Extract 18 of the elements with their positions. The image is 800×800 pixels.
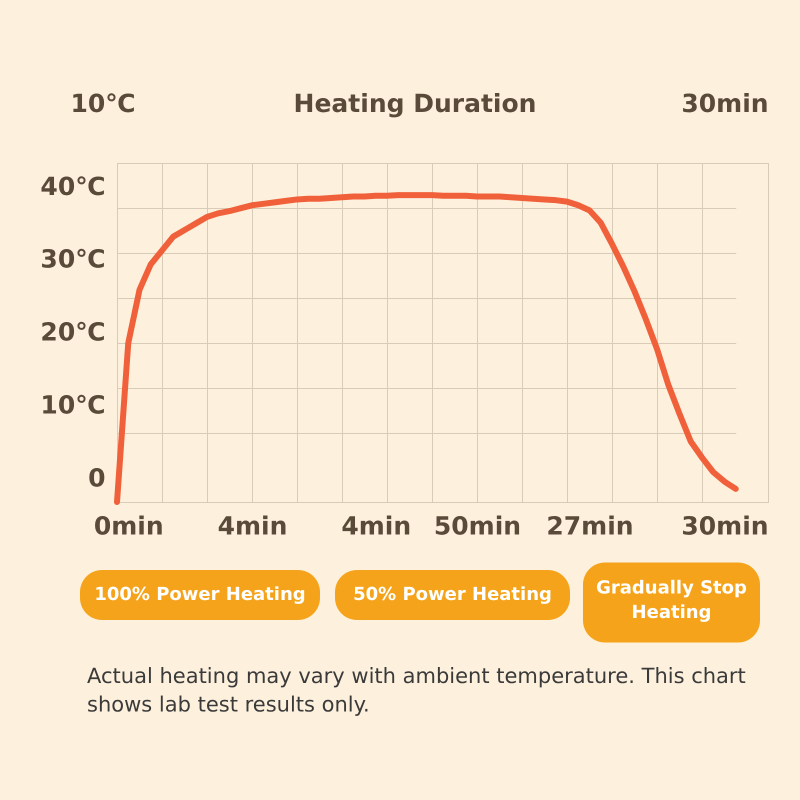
x-tick-label: 27min: [546, 512, 634, 540]
x-tick-label: 30min: [681, 512, 769, 540]
x-tick-label: 50min: [434, 512, 522, 540]
y-tick-label: 40℃: [40, 172, 106, 201]
text: 100% Power Heating: [94, 584, 306, 605]
x-tick-label: 4min: [341, 512, 412, 540]
text: 50% Power Heating: [353, 584, 552, 605]
text: 30min: [681, 89, 769, 118]
text: 10℃: [70, 89, 136, 118]
y-tick-label: 0: [88, 463, 106, 492]
x-tick-label: 4min: [218, 512, 288, 540]
y-tick-label: 10℃: [40, 390, 106, 420]
y-tick-label: 20℃: [40, 318, 106, 347]
chart-title: Heating Duration: [294, 89, 536, 118]
x-tick-label: 0min: [94, 512, 164, 540]
text: Gradually Stop Heating: [596, 578, 748, 623]
y-tick-label: 30℃: [40, 244, 106, 274]
text: Actual heating may vary with ambient temperature. This chart shows lab test results only.: [87, 664, 746, 716]
